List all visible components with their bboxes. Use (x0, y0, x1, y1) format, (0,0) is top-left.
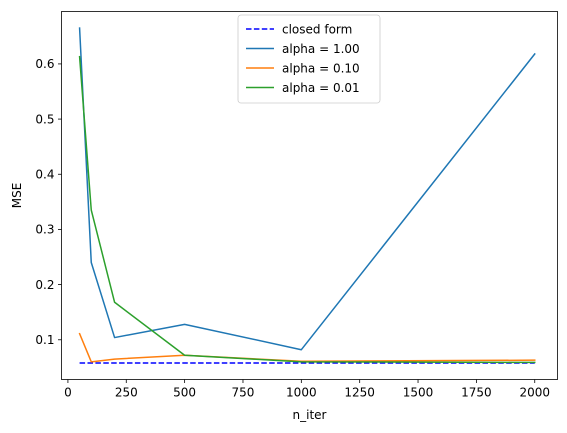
x-tick-label: 1750 (461, 386, 492, 400)
y-tick-label: 0.4 (35, 168, 54, 182)
legend-label-alpha-0-01: alpha = 0.01 (282, 81, 360, 95)
plot-frame (61, 11, 558, 380)
x-tick-label: 750 (232, 386, 255, 400)
x-tick-label: 1500 (403, 386, 434, 400)
y-tick-label: 0.3 (35, 223, 54, 237)
plot-lines (78, 27, 536, 364)
y-axis: 0.1 0.2 0.3 0.4 0.5 0.6 (35, 57, 62, 347)
legend: closed form alpha = 1.00 alpha = 0.10 alpha… (237, 14, 381, 104)
x-axis-label: n_iter (293, 408, 327, 422)
x-axis: 0 250 500 750 1000 1250 1500 1750 2000 (64, 379, 550, 400)
series-line-alpha-1-00 (78, 27, 536, 351)
legend-box (237, 14, 381, 104)
series-line-alpha-0-01 (78, 55, 536, 364)
x-tick-label: 1000 (286, 386, 317, 400)
y-tick-label: 0.6 (35, 57, 54, 71)
y-tick-label: 0.2 (35, 278, 54, 292)
series-line-alpha-0-10 (78, 332, 536, 363)
y-axis-label: MSE (10, 183, 24, 209)
x-tick-label: 0 (64, 386, 72, 400)
y-tick-label: 0.5 (35, 112, 54, 126)
legend-label-alpha-0-10: alpha = 0.10 (282, 61, 360, 75)
legend-label-closed-form: closed form (282, 22, 352, 36)
legend-label-alpha-1-00: alpha = 1.00 (282, 42, 360, 56)
x-tick-label: 2000 (519, 386, 550, 400)
x-tick-label: 250 (115, 386, 138, 400)
x-tick-label: 500 (173, 386, 196, 400)
x-tick-label: 1250 (344, 386, 375, 400)
y-tick-label: 0.1 (35, 333, 54, 347)
